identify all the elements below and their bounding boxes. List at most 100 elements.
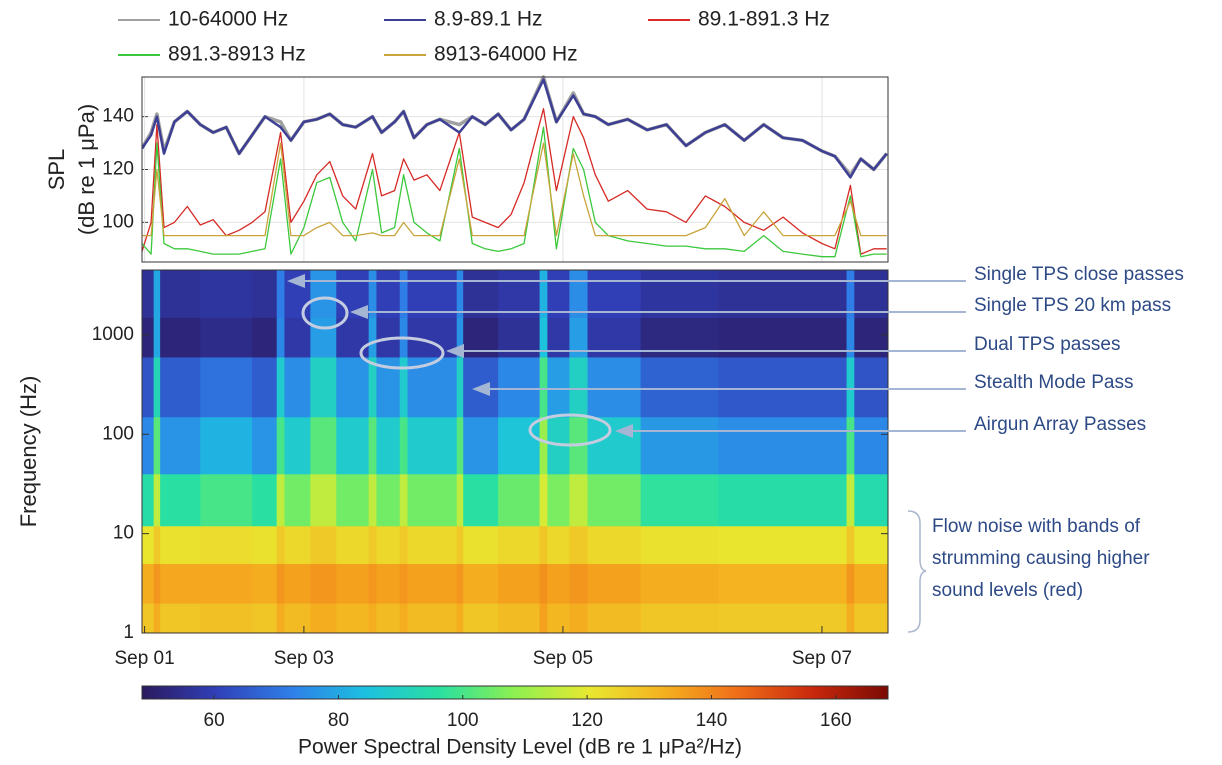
heat-cell [376, 563, 401, 604]
y-tick-label: 10 [113, 523, 134, 544]
heat-cell [252, 563, 278, 604]
heat-cell [569, 603, 589, 634]
heat-cell [846, 525, 855, 565]
heat-cell [376, 473, 401, 527]
heat-cell [640, 270, 719, 318]
heat-cell [640, 525, 719, 565]
heat-cell [399, 416, 409, 475]
heat-cell [718, 270, 848, 318]
heat-cell [160, 603, 201, 634]
annotation-label: Airgun Array Passes [974, 414, 1146, 435]
heat-cell [718, 525, 848, 565]
y-axis-label: SPL [44, 149, 69, 191]
heat-cell [587, 473, 642, 527]
y-tick-label: 1 [123, 622, 134, 643]
heat-cell [854, 356, 889, 418]
heat-cell [153, 563, 161, 604]
heat-cell [376, 270, 401, 318]
heat-cell [407, 416, 458, 475]
heat-cell [846, 603, 855, 634]
heat-cell [539, 525, 548, 565]
heat-cell [399, 563, 409, 604]
heat-cell [846, 473, 855, 527]
annotation-ellipse [301, 296, 349, 330]
heat-cell [252, 473, 278, 527]
heat-cell [252, 317, 278, 358]
legend-label: 89.1-891.3 Hz [698, 8, 830, 31]
heat-cell [200, 563, 253, 604]
bracket-note: Flow noise with bands of strumming causi… [932, 516, 1150, 601]
heat-cell [376, 525, 401, 565]
heat-cell [456, 317, 464, 358]
heat-cell [252, 416, 278, 475]
y-tick-label: 100 [102, 423, 134, 444]
heat-cell [368, 356, 377, 418]
heat-cell [284, 525, 311, 565]
heat-cell [336, 563, 370, 604]
heat-cell [399, 473, 409, 527]
heat-cell [252, 270, 278, 318]
heat-cell [336, 473, 370, 527]
heat-cell [252, 356, 278, 418]
arrow-head [287, 274, 305, 288]
heat-cell [456, 270, 464, 318]
heat-cell [276, 563, 285, 604]
heat-cell [310, 473, 324, 527]
heat-cell [276, 416, 285, 475]
heat-cell [310, 525, 324, 565]
heat-cell [323, 416, 337, 475]
annotation-label: Single TPS 20 km pass [974, 295, 1171, 316]
heat-cell [336, 356, 370, 418]
heat-cell [854, 416, 889, 475]
heat-cell [547, 270, 570, 318]
heat-cell [323, 317, 337, 358]
heat-cell [323, 270, 337, 318]
heat-cell [142, 416, 155, 475]
heat-cell [846, 356, 855, 418]
heat-cell [498, 563, 541, 604]
heat-cell [587, 563, 642, 604]
heat-cell [547, 525, 570, 565]
colorbar-tick-label: 80 [328, 710, 349, 731]
heat-cell [587, 416, 642, 475]
heat-cell [399, 356, 409, 418]
heat-cell [368, 563, 377, 604]
y-axis-label: Frequency (Hz) [16, 376, 41, 528]
plot-frame [141, 76, 889, 263]
heat-cell [569, 270, 589, 318]
heat-cell [276, 473, 285, 527]
heat-cell [153, 603, 161, 634]
heat-cell [284, 603, 311, 634]
annotation-ellipse [528, 413, 612, 447]
colorbar-label: Power Spectral Density Level (dB re 1 μP… [298, 736, 742, 759]
heat-cell [153, 317, 161, 358]
heat-cell [569, 473, 589, 527]
heat-cell [587, 603, 642, 634]
heat-cell [160, 317, 201, 358]
heat-cell [718, 603, 848, 634]
heat-cell [854, 270, 889, 318]
heat-cell [368, 603, 377, 634]
heat-cell [640, 416, 719, 475]
heat-cell [310, 317, 324, 358]
heat-cell [456, 563, 464, 604]
heat-cell [323, 603, 337, 634]
heat-cell [854, 603, 889, 634]
heat-cell [456, 525, 464, 565]
heat-cell [498, 416, 541, 475]
heat-cell [399, 525, 409, 565]
heat-cell [142, 603, 155, 634]
heat-cell [539, 356, 548, 418]
annotation-label: Stealth Mode Pass [974, 372, 1133, 393]
heat-cell [407, 270, 458, 318]
heat-cell [376, 356, 401, 418]
heat-cell [200, 416, 253, 475]
heat-cell [456, 603, 464, 634]
heat-cell [153, 473, 161, 527]
x-tick-label: Sep 05 [533, 648, 593, 669]
heat-cell [310, 356, 324, 418]
heat-cell [547, 356, 570, 418]
heat-cell [153, 270, 161, 318]
heat-cell [718, 416, 848, 475]
heat-cell [153, 525, 161, 565]
